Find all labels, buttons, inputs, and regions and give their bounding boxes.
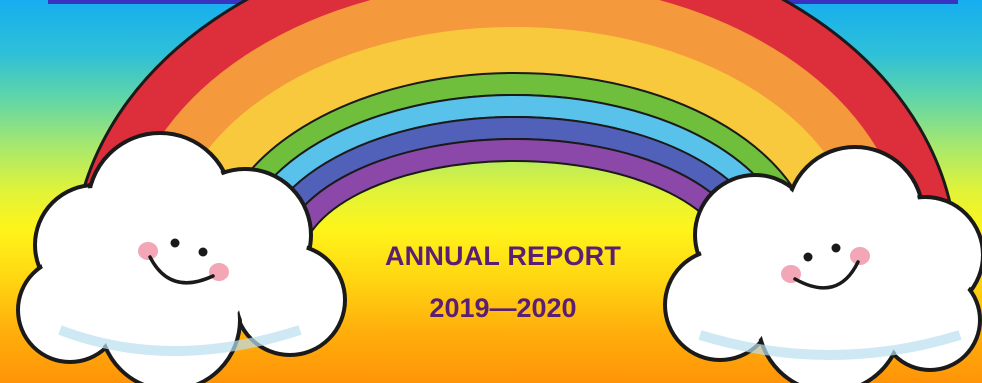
rainbow-band-yellow [167, 27, 863, 294]
left-cloud-face [138, 238, 229, 285]
report-years: 2019—2020 [429, 293, 577, 323]
left-cloud [16, 131, 347, 383]
right-cloud-face [781, 243, 870, 290]
right-cloud [663, 145, 982, 383]
report-title: ANNUAL REPORT [384, 241, 622, 271]
